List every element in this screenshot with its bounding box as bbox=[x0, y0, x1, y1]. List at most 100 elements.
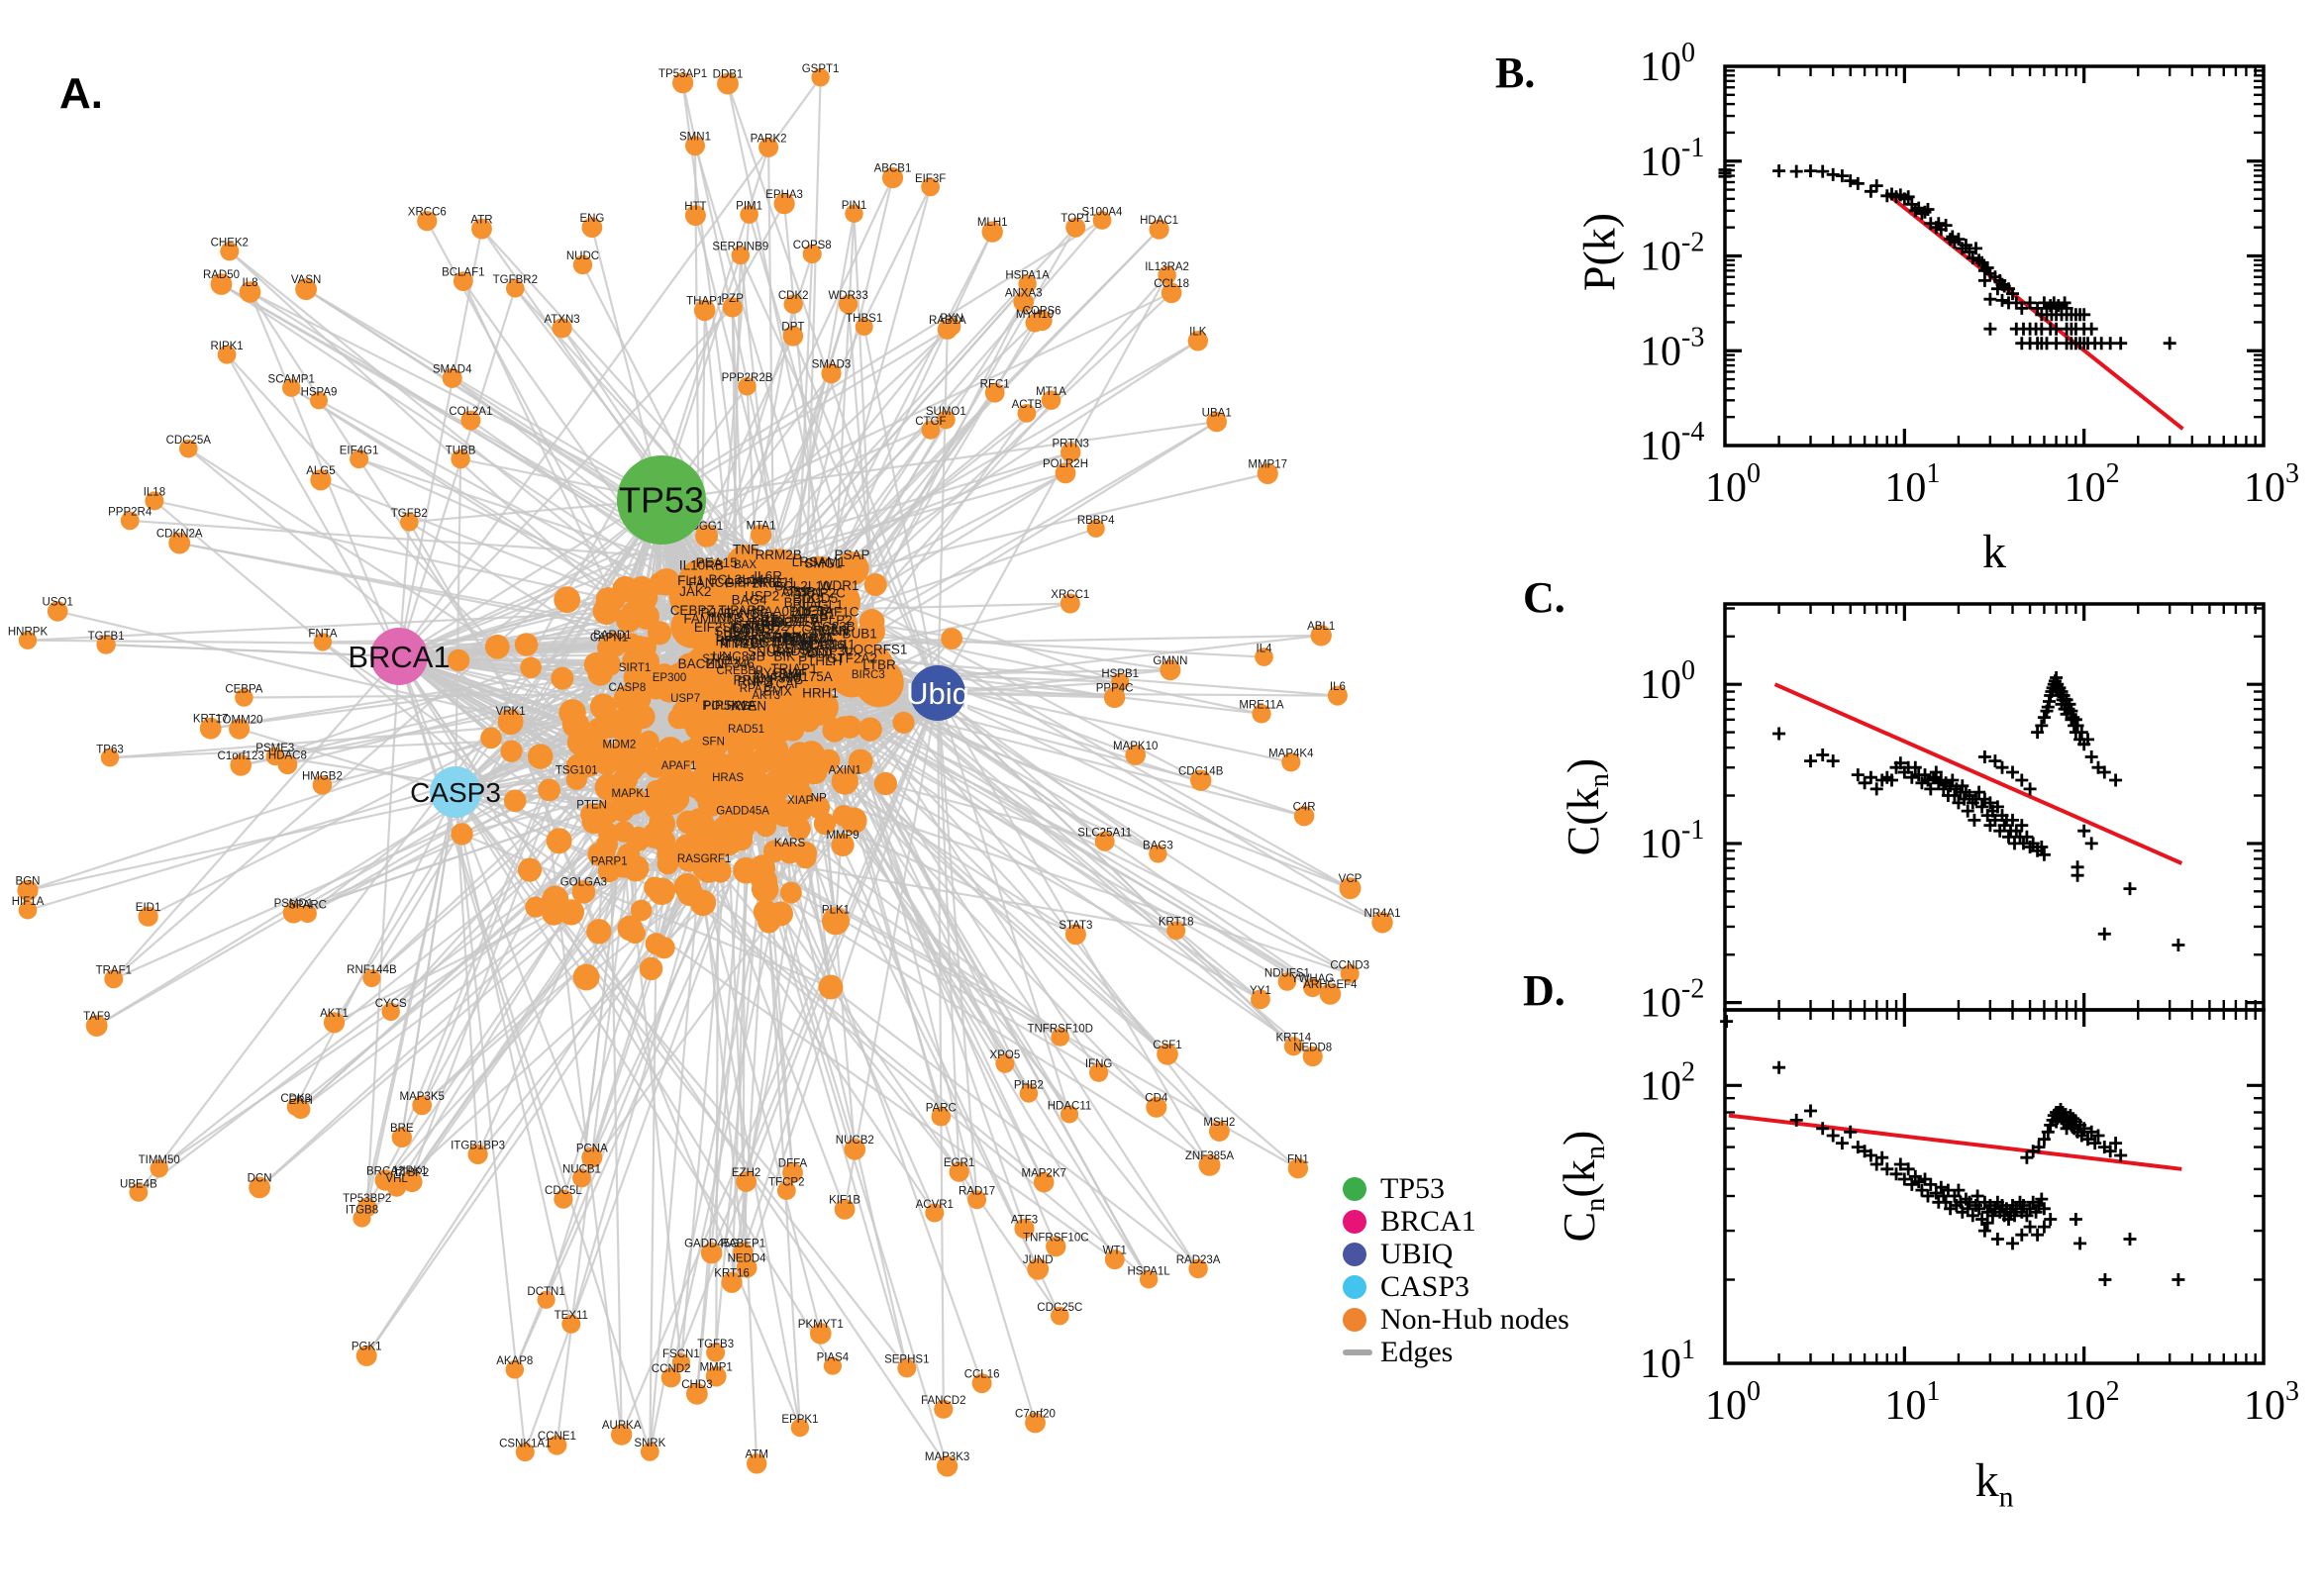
network-node[interactable] bbox=[692, 780, 718, 805]
network-node[interactable] bbox=[1303, 977, 1323, 998]
network-node[interactable] bbox=[1055, 462, 1076, 484]
network-node[interactable] bbox=[710, 861, 732, 883]
network-node[interactable] bbox=[362, 969, 381, 988]
network-node[interactable] bbox=[1103, 686, 1126, 709]
network-node[interactable] bbox=[671, 1352, 691, 1371]
network-node[interactable] bbox=[770, 631, 797, 657]
network-node[interactable] bbox=[610, 852, 637, 878]
network-node[interactable] bbox=[514, 633, 539, 656]
network-node[interactable] bbox=[617, 915, 644, 942]
network-node[interactable] bbox=[601, 632, 627, 657]
network-node[interactable] bbox=[770, 799, 799, 828]
network-node[interactable] bbox=[717, 809, 744, 836]
network-node[interactable] bbox=[1111, 672, 1130, 692]
network-node[interactable] bbox=[1161, 282, 1182, 304]
network-node[interactable] bbox=[538, 778, 560, 802]
network-node[interactable] bbox=[695, 524, 719, 548]
network-node[interactable] bbox=[713, 683, 740, 710]
network-node[interactable] bbox=[767, 597, 793, 623]
network-node[interactable] bbox=[821, 574, 847, 600]
network-node[interactable] bbox=[291, 1099, 311, 1120]
network-node[interactable] bbox=[758, 910, 780, 934]
network-node[interactable] bbox=[811, 68, 830, 87]
network-node[interactable] bbox=[1319, 983, 1342, 1005]
network-node[interactable] bbox=[1013, 291, 1034, 313]
network-node[interactable] bbox=[417, 211, 438, 232]
network-node[interactable] bbox=[782, 1162, 803, 1183]
network-node[interactable] bbox=[949, 1161, 969, 1182]
network-node[interactable] bbox=[816, 622, 842, 648]
network-node[interactable] bbox=[790, 1418, 810, 1438]
network-node[interactable] bbox=[593, 800, 619, 826]
network-node[interactable] bbox=[717, 72, 739, 95]
network-node[interactable] bbox=[447, 648, 470, 672]
network-node[interactable] bbox=[892, 711, 915, 735]
network-node[interactable] bbox=[1092, 211, 1112, 230]
network-node[interactable] bbox=[745, 697, 773, 726]
network-node[interactable] bbox=[572, 963, 600, 991]
network-node[interactable] bbox=[210, 273, 233, 295]
network-node[interactable] bbox=[581, 1147, 603, 1168]
network-node[interactable] bbox=[1190, 769, 1212, 791]
network-node[interactable] bbox=[857, 672, 880, 697]
network-node[interactable] bbox=[685, 136, 705, 156]
network-node[interactable] bbox=[798, 741, 825, 767]
network-node[interactable] bbox=[1025, 1412, 1046, 1434]
network-node[interactable] bbox=[622, 648, 648, 674]
network-node[interactable] bbox=[823, 1356, 843, 1375]
network-node[interactable] bbox=[967, 1190, 987, 1210]
network-node[interactable] bbox=[391, 1127, 412, 1148]
network-node[interactable] bbox=[672, 72, 694, 94]
network-node[interactable] bbox=[640, 748, 665, 773]
network-node[interactable] bbox=[1302, 1046, 1323, 1067]
network-node[interactable] bbox=[699, 823, 726, 849]
network-node[interactable] bbox=[484, 634, 510, 659]
network-node[interactable] bbox=[792, 841, 818, 866]
network-node[interactable] bbox=[731, 246, 751, 265]
network-node[interactable] bbox=[1065, 217, 1086, 238]
network-node[interactable] bbox=[676, 879, 704, 907]
network-node[interactable] bbox=[561, 711, 590, 739]
network-node[interactable] bbox=[471, 218, 492, 240]
network-node[interactable] bbox=[571, 880, 596, 904]
network-node[interactable] bbox=[822, 907, 850, 936]
network-node[interactable] bbox=[934, 1399, 954, 1419]
network-node[interactable] bbox=[734, 563, 757, 585]
network-node[interactable] bbox=[542, 885, 569, 913]
network-node[interactable] bbox=[984, 382, 1005, 403]
network-node[interactable] bbox=[598, 823, 621, 846]
network-node[interactable] bbox=[697, 558, 736, 597]
network-node[interactable] bbox=[818, 974, 844, 1000]
network-node[interactable] bbox=[552, 318, 572, 339]
network-node[interactable] bbox=[386, 1177, 407, 1197]
network-node[interactable] bbox=[676, 810, 700, 835]
network-node[interactable] bbox=[1051, 1028, 1069, 1047]
network-node[interactable] bbox=[801, 645, 824, 667]
network-node[interactable] bbox=[546, 828, 572, 854]
network-node[interactable] bbox=[758, 550, 783, 574]
network-node[interactable] bbox=[732, 645, 758, 671]
network-node[interactable] bbox=[858, 717, 882, 742]
network-node[interactable] bbox=[1340, 964, 1360, 983]
network-node[interactable] bbox=[838, 294, 858, 314]
network-node[interactable] bbox=[645, 779, 668, 803]
network-node[interactable] bbox=[611, 1424, 633, 1446]
network-node[interactable] bbox=[1125, 745, 1146, 765]
network-node[interactable] bbox=[551, 666, 574, 690]
network-node[interactable] bbox=[686, 1382, 708, 1405]
network-node[interactable] bbox=[833, 805, 855, 827]
network-node[interactable] bbox=[1149, 219, 1169, 240]
network-node[interactable] bbox=[547, 1435, 567, 1455]
network-node[interactable] bbox=[831, 833, 855, 857]
network-node[interactable] bbox=[517, 857, 543, 882]
network-node[interactable] bbox=[703, 733, 729, 758]
network-node[interactable] bbox=[85, 1015, 108, 1037]
network-node[interactable] bbox=[1014, 1218, 1035, 1239]
network-node[interactable] bbox=[639, 956, 663, 981]
network-node[interactable] bbox=[1094, 831, 1115, 851]
network-node[interactable] bbox=[525, 896, 547, 918]
network-node[interactable] bbox=[595, 752, 618, 776]
network-node[interactable] bbox=[168, 532, 191, 554]
network-node[interactable] bbox=[235, 688, 253, 707]
network-node[interactable] bbox=[47, 601, 68, 622]
